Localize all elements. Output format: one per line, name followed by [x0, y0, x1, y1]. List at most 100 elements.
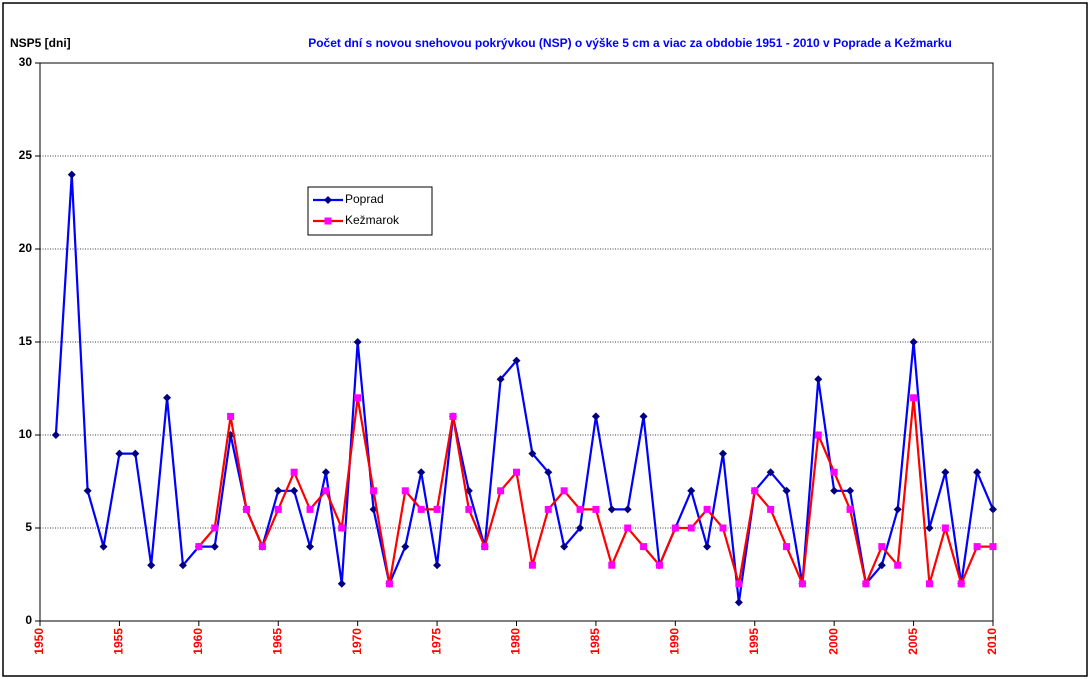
marker	[703, 505, 711, 513]
marker	[846, 505, 854, 513]
marker	[51, 431, 60, 439]
marker	[735, 580, 743, 588]
y-tick-label: 30	[19, 55, 33, 69]
marker	[910, 394, 918, 402]
marker	[814, 375, 823, 384]
marker	[719, 524, 727, 532]
marker	[973, 468, 982, 477]
marker	[544, 468, 553, 477]
marker	[227, 412, 235, 420]
marker	[337, 579, 346, 588]
x-tick-label: 1955	[112, 628, 126, 655]
x-tick-label: 1985	[588, 628, 602, 655]
marker	[592, 505, 600, 513]
marker	[703, 542, 712, 551]
marker	[560, 542, 569, 551]
y-axis-label: NSP5 [dni]	[10, 36, 71, 50]
marker	[210, 542, 219, 551]
marker	[401, 487, 409, 495]
legend-marker	[324, 196, 332, 204]
marker	[941, 468, 950, 477]
y-tick-label: 10	[19, 427, 33, 441]
marker	[115, 449, 124, 458]
marker	[528, 449, 537, 458]
marker	[83, 486, 92, 495]
marker	[385, 580, 393, 588]
marker	[973, 543, 981, 551]
marker	[512, 356, 521, 365]
marker	[306, 542, 315, 551]
marker	[433, 561, 442, 570]
marker	[751, 487, 759, 495]
x-tick-label: 1970	[350, 628, 364, 655]
marker	[671, 524, 679, 532]
marker	[147, 561, 156, 570]
legend	[307, 186, 433, 236]
marker	[718, 449, 727, 458]
marker	[639, 412, 648, 421]
marker	[655, 561, 663, 569]
y-tick-label: 5	[25, 520, 32, 534]
marker	[925, 580, 933, 588]
marker	[433, 505, 441, 513]
marker	[830, 486, 839, 495]
x-tick-label: 1990	[668, 628, 682, 655]
x-tick-label: 1980	[509, 628, 523, 655]
marker	[496, 375, 505, 384]
marker	[893, 505, 902, 514]
marker	[242, 505, 250, 513]
x-tick-label: 2005	[906, 628, 920, 655]
marker	[623, 505, 632, 514]
marker	[734, 598, 743, 607]
x-tick-label: 1960	[191, 628, 205, 655]
marker	[624, 524, 632, 532]
marker	[877, 561, 886, 570]
plot-area	[39, 62, 994, 622]
marker	[99, 542, 108, 551]
marker	[544, 505, 552, 513]
marker	[782, 486, 791, 495]
marker	[370, 487, 378, 495]
marker	[290, 468, 298, 476]
marker	[798, 580, 806, 588]
marker	[321, 468, 330, 477]
marker	[591, 412, 600, 421]
marker	[814, 431, 822, 439]
marker	[274, 505, 282, 513]
legend-label: Kežmarok	[345, 213, 400, 227]
chart-title: Počet dní s novou snehovou pokrývkou (NS…	[308, 36, 952, 50]
marker	[846, 486, 855, 495]
marker	[338, 524, 346, 532]
marker	[989, 505, 997, 514]
x-tick-label: 1965	[270, 628, 284, 655]
marker	[417, 468, 426, 477]
marker	[178, 561, 187, 570]
marker	[830, 468, 838, 476]
marker	[894, 561, 902, 569]
marker	[957, 580, 965, 588]
x-tick-label: 1950	[32, 628, 46, 655]
marker	[909, 338, 918, 346]
marker	[528, 561, 536, 569]
marker	[465, 505, 473, 513]
marker	[925, 524, 934, 532]
marker	[608, 561, 616, 569]
marker	[195, 543, 203, 551]
y-tick-label: 15	[19, 334, 33, 348]
marker	[687, 524, 695, 532]
marker	[989, 543, 997, 551]
marker	[576, 505, 584, 513]
marker	[941, 524, 949, 532]
marker	[767, 505, 775, 513]
marker	[560, 487, 568, 495]
marker	[353, 338, 362, 346]
marker	[640, 543, 648, 551]
marker	[449, 412, 457, 420]
marker	[497, 487, 505, 495]
marker	[274, 486, 283, 495]
marker	[607, 505, 616, 514]
marker	[481, 543, 489, 551]
y-tick-label: 20	[19, 241, 33, 255]
x-tick-label: 1995	[747, 628, 761, 655]
